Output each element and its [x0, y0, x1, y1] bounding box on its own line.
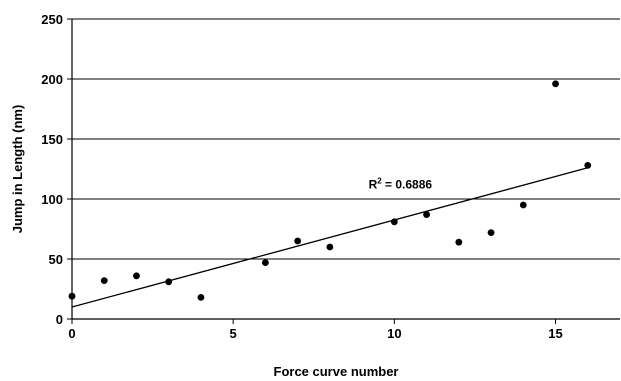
- data-point-9: [423, 211, 430, 219]
- y-tick-label: 150: [41, 132, 63, 147]
- data-point-11: [487, 229, 495, 237]
- x-tick-label: 5: [230, 326, 237, 341]
- gridlines: [72, 18, 620, 260]
- x-tick-label: 15: [548, 326, 562, 341]
- y-tick-label: 50: [49, 252, 63, 267]
- y-tick-label: 0: [56, 312, 63, 327]
- data-points: [68, 80, 592, 301]
- y-tick-label: 200: [41, 72, 63, 87]
- data-point-6: [294, 237, 302, 245]
- data-point-1: [100, 277, 108, 284]
- x-axis-title: Force curve number: [274, 364, 399, 379]
- data-point-4: [197, 294, 205, 301]
- data-point-12: [519, 201, 527, 209]
- data-point-8: [390, 218, 398, 226]
- data-point-3: [165, 278, 173, 286]
- data-point-14: [584, 162, 592, 169]
- data-point-5: [262, 259, 269, 266]
- data-point-2: [133, 272, 140, 280]
- data-point-13: [552, 80, 559, 88]
- y-tick-label: 100: [41, 192, 63, 207]
- tick-labels: 0 50 100 150 200 250 0 5 10 15: [41, 12, 562, 341]
- data-point-10: [455, 238, 463, 246]
- trendline: [71, 167, 588, 308]
- y-axis-title: Jump in Length (nm): [10, 105, 25, 234]
- r-squared-annotation: R2 = 0.6886: [369, 177, 433, 192]
- y-tick-label: 250: [41, 12, 63, 27]
- axes: [67, 18, 620, 324]
- x-tick-label: 0: [68, 326, 75, 341]
- data-point-7: [326, 243, 334, 251]
- x-tick-label: 10: [387, 326, 401, 341]
- data-point-0: [68, 292, 76, 300]
